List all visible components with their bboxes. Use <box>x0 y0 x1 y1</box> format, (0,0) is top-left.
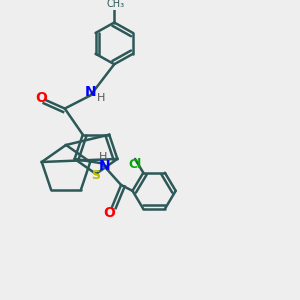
Text: S: S <box>92 169 100 182</box>
Text: H: H <box>97 93 105 103</box>
Text: O: O <box>35 92 47 105</box>
Text: N: N <box>99 159 110 172</box>
Text: N: N <box>85 85 97 99</box>
Text: Cl: Cl <box>128 158 142 171</box>
Text: H: H <box>99 152 107 162</box>
Text: CH₃: CH₃ <box>107 0 125 9</box>
Text: O: O <box>103 206 115 220</box>
